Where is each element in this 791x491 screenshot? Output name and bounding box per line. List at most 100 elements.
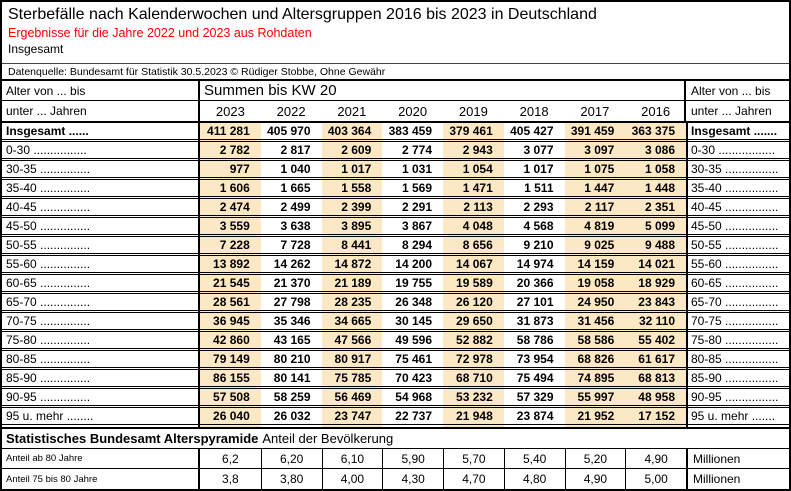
age-row: 50-55 ............... 7 228 7 728 8 441 8 29… — [2, 236, 789, 254]
value-cell: 7 728 — [280, 238, 311, 252]
value-cell: 42 860 — [213, 333, 250, 347]
right-age-header-line1: Alter von ... bis — [686, 81, 789, 101]
value-cell: 55 402 — [638, 333, 675, 347]
row-label-right: 45-50 ................ — [691, 219, 779, 233]
value-cell: 14 872 — [334, 257, 372, 271]
value-cell: 72 978 — [456, 352, 493, 366]
footer-value: 4,90 — [625, 449, 686, 468]
value-cell: 2 474 — [219, 200, 250, 214]
value-cell: 1 031 — [401, 162, 432, 176]
value-cell: 8 441 — [341, 238, 372, 252]
row-label-left: 45-50 ............... — [6, 219, 91, 233]
age-row: 35-40 ............... 1 606 1 665 1 558 1 56… — [2, 179, 789, 197]
value-cell: 3 086 — [644, 143, 675, 157]
row-label-left: 95 u. mehr ........ — [6, 409, 94, 423]
row-label-right: 0-30 ................. — [691, 143, 776, 157]
data-rows: Insgesamt ...... 411 281 405 970 403 364 383… — [2, 121, 789, 425]
footer-label: Anteil ab 80 Jahre — [2, 449, 200, 468]
age-row: 75-80 ............... 42 860 43 165 47 566 4… — [2, 331, 789, 349]
footer-value: 4,30 — [382, 469, 443, 489]
left-age-header-line2: unter ... Jahren — [2, 101, 200, 121]
value-cell: 26 032 — [273, 409, 311, 423]
value-cell: 28 561 — [213, 295, 250, 309]
footer-value: 5,40 — [503, 449, 565, 468]
footer-title-rest: Anteil der Bevölkerung — [262, 431, 394, 446]
footer-value: 5,00 — [625, 469, 686, 489]
age-row: 0-30 ................ 2 782 2 817 2 609 2 77… — [2, 141, 789, 159]
value-cell: 52 882 — [456, 333, 493, 347]
row-label-right: 55-60 ................ — [691, 257, 779, 271]
value-cell: 2 293 — [523, 200, 554, 214]
age-row: 85-90 ............... 86 155 80 141 75 785 7… — [2, 369, 789, 387]
value-cell: 58 786 — [516, 333, 554, 347]
row-label-left: 0-30 ................ — [6, 143, 87, 157]
value-cell: 17 152 — [638, 409, 675, 423]
value-cell: 2 291 — [401, 200, 432, 214]
value-cell: 31 456 — [577, 314, 615, 328]
value-cell: 2 774 — [401, 143, 432, 157]
value-cell: 2 782 — [219, 143, 250, 157]
value-cell: 2 943 — [462, 143, 493, 157]
year-header-2020: 2020 — [398, 103, 428, 119]
table-body: Insgesamt ...... 411 281 405 970 403 364 383… — [2, 121, 789, 427]
subtitle-note: Ergebnisse für die Jahre 2022 und 2023 a… — [8, 26, 312, 40]
year-header-2022: 2022 — [276, 103, 306, 119]
value-cell: 9 025 — [584, 238, 615, 252]
value-cell: 56 469 — [334, 390, 372, 404]
age-row: 30-35 ............... 977 1 040 1 017 1 031 1… — [2, 160, 789, 178]
table-header: Alter von ... bis Summen bis KW 20 Alter… — [2, 79, 789, 121]
value-cell: 4 048 — [462, 219, 493, 233]
value-cell: 26 348 — [395, 295, 432, 309]
value-cell: 2 113 — [463, 200, 493, 214]
value-cell: 57 329 — [516, 390, 554, 404]
value-cell: 49 596 — [395, 333, 432, 347]
row-label-right: 80-85 ................ — [691, 352, 779, 366]
age-row: 40-45 ............... 2 474 2 499 2 399 2 29… — [2, 198, 789, 216]
value-cell: 19 755 — [395, 276, 432, 290]
value-cell: 32 110 — [638, 314, 675, 328]
row-label-right: 75-80 ................ — [691, 333, 779, 347]
value-cell: 74 895 — [577, 371, 615, 385]
year-header-2017: 2017 — [580, 103, 610, 119]
value-cell: 2 117 — [584, 200, 615, 214]
value-cell: 58 259 — [273, 390, 311, 404]
unit-label: Millionen — [686, 449, 789, 468]
value-cell: 2 609 — [341, 143, 372, 157]
row-label-right: 85-90 ................ — [691, 371, 779, 385]
row-label-right: 30-35 ................ — [691, 162, 779, 176]
footer-row: Anteil ab 80 Jahre 6,2 6,20 6,10 5,90 5,70 5,4… — [2, 449, 789, 469]
value-cell: 21 545 — [213, 276, 250, 290]
value-cell: 2 499 — [280, 200, 311, 214]
value-cell: 5 099 — [644, 219, 675, 233]
value-cell: 2 817 — [280, 143, 311, 157]
footer-value: 5,70 — [443, 449, 504, 468]
value-cell: 31 873 — [516, 314, 554, 328]
table-footer: Statistisches Bundesamt Alterspyramide A… — [2, 427, 789, 489]
value-cell: 22 737 — [395, 409, 432, 423]
footer-value: 6,2 — [222, 451, 239, 466]
value-cell: 23 747 — [334, 409, 372, 423]
value-cell: 379 461 — [449, 124, 493, 138]
value-cell: 47 566 — [334, 333, 372, 347]
value-cell: 75 785 — [334, 371, 372, 385]
row-label-right: 60-65 ................ — [691, 276, 779, 290]
value-cell: 79 149 — [213, 352, 250, 366]
value-cell: 1 017 — [523, 162, 554, 176]
source-note: Datenquelle: Bundesamt für Statistik 30.… — [2, 63, 789, 80]
value-cell: 53 232 — [456, 390, 493, 404]
value-cell: 1 511 — [524, 181, 554, 195]
year-headers: 2023 2022 2021 2020 2019 2018 2017 2016 — [200, 101, 686, 121]
value-cell: 3 097 — [584, 143, 615, 157]
value-cell: 73 954 — [516, 352, 554, 366]
footer-value: 4,90 — [564, 469, 626, 489]
year-header-2016: 2016 — [641, 103, 671, 119]
row-label-right: Insgesamt ....... — [691, 124, 778, 138]
year-header-2018: 2018 — [519, 103, 549, 119]
value-cell: 14 200 — [395, 257, 432, 271]
value-cell: 1 558 — [341, 181, 372, 195]
row-label-right: 50-55 ................ — [691, 238, 779, 252]
row-label-right: 65-70 ................ — [691, 295, 779, 309]
value-cell: 80 210 — [273, 352, 311, 366]
span-header: Summen bis KW 20 — [200, 81, 686, 101]
